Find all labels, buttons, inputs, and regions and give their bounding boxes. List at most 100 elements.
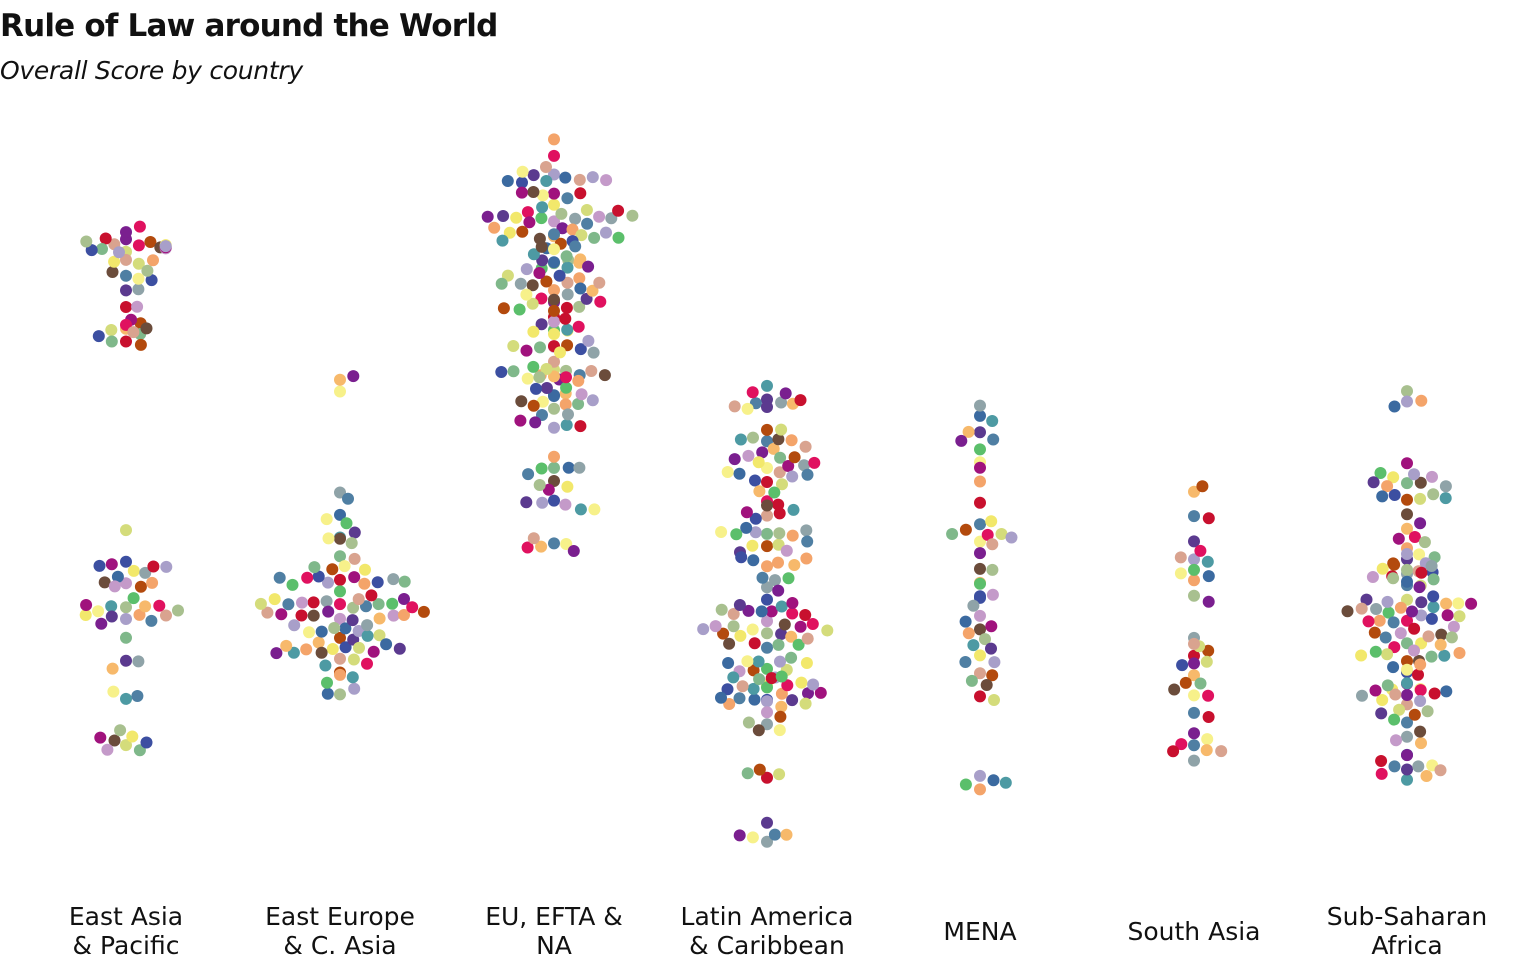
data-point — [334, 532, 346, 545]
data-point — [315, 646, 328, 659]
data-point — [127, 564, 140, 577]
data-point — [348, 682, 361, 695]
data-point — [761, 835, 773, 848]
data-point — [801, 468, 814, 481]
data-point — [334, 631, 346, 644]
data-point — [1401, 716, 1413, 729]
data-point — [334, 585, 346, 598]
data-point — [715, 526, 728, 538]
data-point — [497, 210, 510, 222]
data-point — [1401, 385, 1413, 398]
data-point — [795, 676, 808, 689]
data-point — [1418, 536, 1431, 549]
data-point — [348, 552, 361, 565]
data-point — [985, 642, 997, 655]
data-point — [358, 577, 371, 590]
data-point — [585, 365, 598, 377]
data-point — [733, 599, 746, 611]
data-point — [786, 470, 799, 483]
data-point — [1179, 676, 1192, 689]
data-point — [1388, 713, 1401, 726]
data-point — [574, 343, 587, 356]
data-point — [749, 474, 761, 487]
data-point — [1196, 480, 1209, 493]
data-point — [339, 622, 352, 635]
data-point — [1414, 725, 1427, 738]
data-point — [740, 506, 753, 519]
data-point — [334, 598, 346, 611]
data-point — [582, 334, 595, 347]
data-point — [361, 657, 373, 670]
data-point — [785, 651, 798, 664]
data-point — [1415, 737, 1427, 750]
data-point — [548, 450, 560, 463]
data-point — [507, 340, 520, 352]
data-point — [1425, 560, 1438, 572]
data-point — [1427, 590, 1440, 603]
data-point — [761, 527, 773, 540]
data-point — [273, 571, 286, 584]
data-point — [746, 831, 759, 844]
data-point — [772, 433, 785, 446]
data-point — [345, 537, 358, 550]
data-point — [527, 360, 540, 373]
data-point — [1401, 763, 1413, 776]
data-point — [798, 459, 811, 472]
data-point — [120, 613, 132, 625]
data-point — [268, 593, 281, 606]
data-point — [761, 560, 773, 573]
data-point — [1413, 548, 1426, 561]
data-point — [761, 593, 773, 606]
data-point — [1425, 612, 1438, 625]
data-point — [481, 210, 494, 223]
data-point — [562, 461, 575, 474]
data-point — [1440, 597, 1453, 610]
x-tick-label: MENA — [943, 917, 1016, 946]
data-point — [286, 578, 299, 591]
data-point — [1360, 593, 1373, 606]
data-point — [768, 828, 781, 841]
data-point — [985, 515, 998, 528]
data-point — [985, 620, 998, 633]
data-point — [561, 261, 574, 274]
data-point — [548, 256, 560, 269]
data-point — [560, 419, 573, 431]
data-point — [974, 623, 986, 636]
data-point — [1393, 703, 1406, 716]
data-point — [765, 672, 778, 685]
data-point — [106, 266, 119, 278]
data-point — [536, 496, 549, 509]
data-point — [495, 366, 508, 378]
data-point — [807, 678, 820, 691]
data-point — [94, 731, 107, 744]
data-point — [1401, 563, 1413, 576]
data-point — [574, 253, 587, 266]
x-tick-label: South Asia — [1128, 917, 1261, 946]
data-point — [761, 423, 773, 436]
data-point — [254, 597, 267, 610]
data-point — [1202, 644, 1215, 657]
data-point — [1202, 711, 1215, 723]
data-point — [800, 552, 813, 565]
data-point — [1200, 655, 1213, 668]
data-point — [322, 532, 335, 545]
data-point — [747, 431, 759, 444]
data-point — [548, 304, 560, 317]
data-point — [772, 538, 785, 551]
data-point — [120, 601, 132, 614]
data-point — [338, 560, 351, 573]
data-point — [386, 597, 399, 610]
data-point — [594, 295, 607, 308]
data-point — [172, 604, 184, 617]
data-point — [573, 300, 586, 313]
data-point — [307, 596, 320, 609]
data-point — [753, 673, 766, 686]
data-point — [1188, 727, 1200, 740]
data-point — [516, 225, 529, 238]
data-point — [1434, 764, 1447, 777]
data-point — [114, 724, 127, 737]
data-point — [147, 560, 160, 573]
data-point — [773, 507, 786, 520]
data-point — [774, 710, 787, 723]
data-point — [387, 573, 400, 586]
